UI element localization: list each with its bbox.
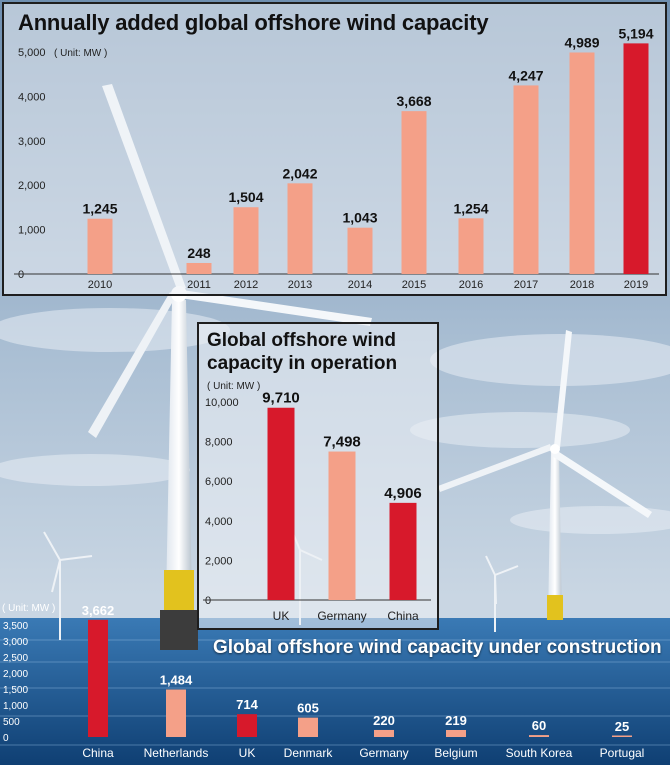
annual-chart-unit: ( Unit: MW ) [54, 48, 108, 59]
data-label: 605 [297, 701, 319, 716]
y-tick-label: 1,500 [3, 685, 28, 696]
y-tick-label: 10,000 [205, 397, 239, 409]
x-tick-label: Portugal [600, 746, 645, 760]
bar-china [88, 619, 108, 737]
data-label: 9,710 [262, 390, 300, 407]
x-tick-label: Belgium [434, 746, 477, 760]
x-tick-label: 2015 [402, 279, 426, 291]
construction-chart-title: Global offshore wind capacity under cons… [213, 637, 662, 658]
x-tick-label: 2013 [288, 279, 312, 291]
x-tick-label: 2011 [187, 279, 211, 291]
data-label: 1,504 [228, 189, 263, 205]
operation-chart-title: Global offshore wind capacity in operati… [207, 330, 398, 374]
data-label: 25 [615, 719, 629, 734]
bar-2019 [623, 43, 649, 274]
bar-germany [374, 729, 394, 737]
bar-2012 [233, 207, 259, 274]
bar-2014 [347, 227, 373, 274]
bar-belgium [446, 729, 466, 737]
bar-netherlands [166, 689, 186, 737]
bar-2018 [569, 52, 595, 274]
data-label: 60 [532, 718, 546, 733]
y-tick-label: 4,000 [18, 91, 46, 103]
y-tick-label: 6,000 [205, 476, 233, 488]
x-tick-label: Netherlands [144, 746, 209, 760]
bar-2013 [287, 183, 313, 274]
bar-2010 [87, 218, 113, 274]
y-tick-label: 3,000 [3, 637, 28, 648]
operation-capacity-chart: 0 2,000 4,000 6,000 8,000 10,000 9,710 UK 7,498 G… [203, 390, 431, 623]
x-tick-label: 2016 [459, 279, 483, 291]
y-tick-label: 2,000 [3, 669, 28, 680]
y-tick-label: 1,000 [3, 701, 28, 712]
x-tick-label: 2018 [570, 279, 594, 291]
wave-lines [0, 639, 670, 746]
y-tick-label: 8,000 [205, 437, 233, 449]
y-tick-label: 2,500 [3, 653, 28, 664]
y-tick-label: 2,000 [18, 180, 46, 192]
bar-2016 [458, 218, 484, 274]
data-label: 1,245 [82, 201, 117, 217]
x-tick-label: UK [273, 609, 290, 623]
data-label: 220 [373, 713, 395, 728]
y-tick-label: 3,000 [18, 136, 46, 148]
wind-turbine-right [438, 330, 652, 620]
data-label: 714 [236, 697, 258, 712]
y-tick-label: 500 [3, 717, 20, 728]
y-tick-label: 0 [3, 733, 9, 744]
data-label: 219 [445, 713, 467, 728]
y-tick-label: 3,500 [3, 621, 28, 632]
data-label: 4,247 [508, 67, 543, 83]
annual-capacity-panel: Annually added global offshore wind capa… [2, 2, 667, 296]
bar-denmark [298, 717, 318, 737]
operation-capacity-panel: Global offshore wind capacity in operati… [197, 322, 439, 630]
bar-uk [237, 714, 257, 737]
x-tick-label: 2010 [88, 279, 112, 291]
bar-south-korea [529, 735, 549, 737]
y-tick-label: 4,000 [205, 516, 233, 528]
y-tick-label: 0 [205, 595, 211, 607]
bar-2011 [186, 262, 212, 274]
x-tick-label: South Korea [506, 746, 573, 760]
y-tick-label: 0 [18, 269, 24, 281]
data-label: 5,194 [618, 25, 653, 41]
x-tick-label: Denmark [284, 746, 334, 760]
bar-portugal [612, 735, 632, 737]
x-tick-label: 2019 [624, 279, 648, 291]
bar-2017 [513, 85, 539, 274]
x-tick-label: China [82, 746, 114, 760]
data-label: 2,042 [282, 165, 317, 181]
data-label: 3,668 [396, 93, 431, 109]
bar-2015 [401, 111, 427, 274]
data-label: 4,906 [384, 485, 422, 502]
data-label: 248 [187, 245, 211, 261]
x-tick-label: China [387, 609, 419, 623]
annual-chart-title: Annually added global offshore wind capa… [18, 10, 489, 35]
data-label: 1,484 [160, 673, 193, 688]
data-label: 7,498 [323, 434, 361, 451]
y-tick-label: 1,000 [18, 225, 46, 237]
construction-chart-unit: ( Unit: MW ) [2, 603, 56, 614]
bar-germany [328, 451, 356, 600]
operation-chart-unit: ( Unit: MW ) [207, 381, 261, 392]
y-tick-label: 2,000 [205, 555, 233, 567]
x-tick-label: Germany [317, 609, 366, 623]
data-label: 1,043 [342, 210, 377, 226]
x-tick-label: 2017 [514, 279, 538, 291]
x-tick-label: UK [239, 746, 256, 760]
data-label: 4,989 [564, 34, 599, 50]
y-tick-label: 5,000 [18, 47, 46, 59]
bar-uk [267, 407, 295, 600]
x-tick-label: 2014 [348, 279, 372, 291]
annual-capacity-chart: 0 1,000 2,000 3,000 4,000 5,000 1,245 2010 248 20… [14, 25, 659, 291]
data-label: 3,662 [82, 603, 115, 618]
bar-china [389, 502, 417, 600]
x-tick-label: 2012 [234, 279, 258, 291]
x-tick-label: Germany [359, 746, 408, 760]
data-label: 1,254 [453, 200, 488, 216]
